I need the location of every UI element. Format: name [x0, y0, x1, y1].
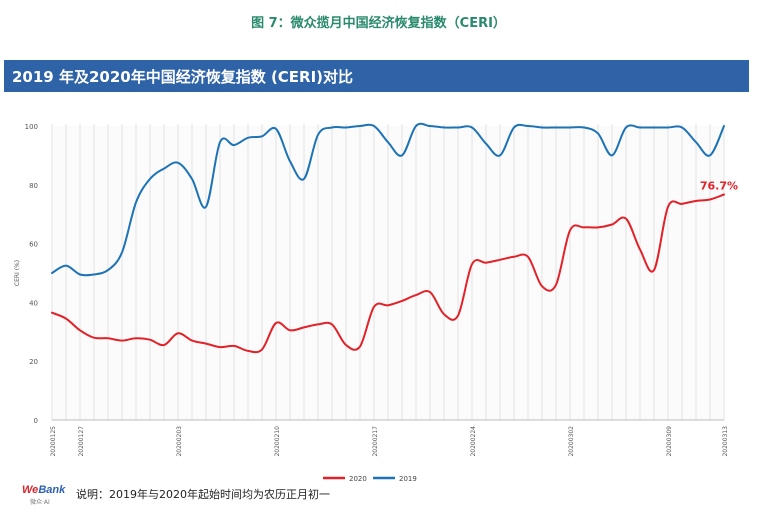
footnote: 说明：2019年与2020年起始时间均为农历正月初一 [76, 488, 330, 501]
x-tick-label: 20200302 [568, 426, 575, 457]
legend-label-2020: 2020 [349, 475, 367, 483]
legend-layer: 2020 2019 [323, 475, 417, 483]
y-tick-label: 20 [29, 358, 38, 366]
webank-logo-subtitle: 微众·AI [30, 499, 50, 506]
legend-label-2019: 2019 [399, 475, 417, 483]
x-tick-label: 20200203 [176, 426, 183, 457]
webank-logo: WeBank [22, 484, 66, 496]
y-tick-label: 60 [29, 241, 38, 249]
y-tick-label: 100 [25, 123, 38, 131]
x-tick-label: 20200217 [372, 426, 379, 457]
label-layer: 76.7% [700, 180, 738, 193]
y-axis-label: CERI (%) [14, 260, 21, 286]
x-tick-label: 20200309 [666, 426, 673, 457]
x-tick-label: 20200125 [50, 426, 57, 457]
data-label-last-2020: 76.7% [700, 180, 738, 193]
figure-caption: 图 7：微众揽月中国经济恢复指数（CERI） [251, 16, 506, 31]
x-tick-label: 20200224 [470, 426, 477, 457]
chart-title: 2019 年及2020年中国经济恢复指数 (CERI)对比 [12, 68, 354, 86]
y-tick-label: 40 [29, 299, 38, 307]
chart-title-bar: 2019 年及2020年中国经济恢复指数 (CERI)对比 [4, 60, 749, 92]
x-tick-label: 20200313 [722, 426, 729, 457]
x-tick-label: 20200210 [274, 426, 281, 457]
series-line-2019 [51, 122, 725, 277]
footer: WeBank 微众·AI 说明：2019年与2020年起始时间均为农历正月初一 [0, 482, 757, 506]
y-tick-label: 80 [29, 182, 38, 190]
axis-layer: 0 20 40 60 80 100 CERI (%) 20200125 20200127 2020… [14, 123, 729, 457]
series-line-2020 [51, 193, 725, 354]
grid-layer [51, 124, 725, 420]
y-tick-label: 0 [34, 417, 38, 425]
x-tick-label: 20200127 [78, 426, 85, 457]
series-layer [51, 122, 725, 354]
